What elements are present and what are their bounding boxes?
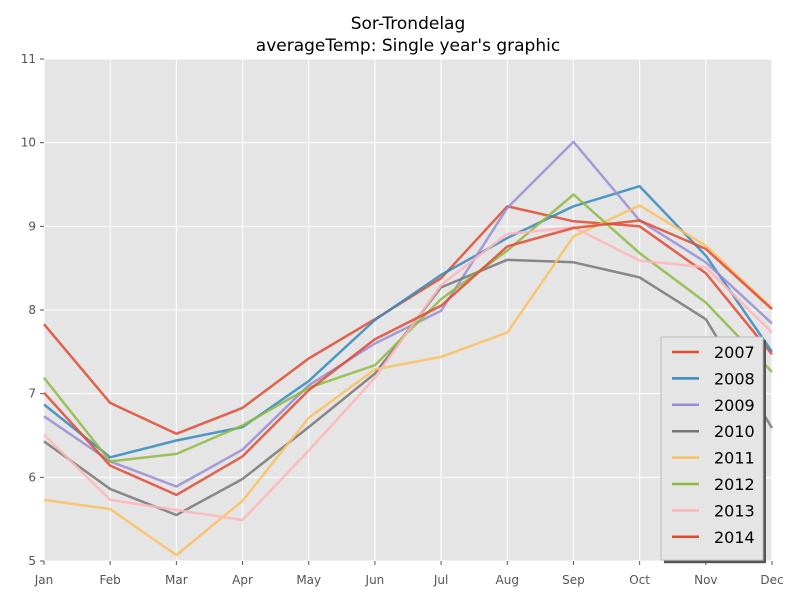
- y-tick-label: 11: [21, 52, 36, 66]
- y-tick-label: 5: [28, 554, 36, 568]
- y-tick-label: 7: [28, 387, 36, 401]
- series-line-2013: [43, 225, 773, 522]
- legend-label: 2008: [714, 369, 755, 388]
- legend: 2007 2008 2009 2010 2011 2012 2013 2014: [660, 336, 766, 564]
- legend-label: 2010: [714, 422, 755, 441]
- x-axis: Jan Feb Mar Apr May Jun Jul Aug Sep Oct Nov Dec: [34, 561, 784, 587]
- legend-label: 2009: [714, 396, 755, 415]
- x-tick-label: Feb: [100, 573, 121, 587]
- y-tick-label: 10: [21, 136, 36, 150]
- series-line-2008: [43, 184, 774, 459]
- x-tick-label: Dec: [760, 573, 783, 587]
- x-tick-label: Aug: [496, 573, 519, 587]
- legend-label: 2007: [714, 343, 755, 362]
- x-tick-label: May: [296, 573, 321, 587]
- x-tick-label: Jun: [365, 573, 385, 587]
- y-axis: 5 6 7 8 9 10 11: [21, 52, 44, 568]
- legend-label: 2014: [714, 528, 755, 547]
- x-tick-label: Nov: [694, 573, 717, 587]
- y-tick-label: 9: [28, 219, 36, 233]
- series-line-2009: [43, 140, 773, 488]
- y-tick-label: 8: [28, 303, 36, 317]
- series-lines: [43, 140, 774, 557]
- x-tick-label: Oct: [629, 573, 650, 587]
- chart-subtitle: averageTemp: Single year's graphic: [256, 36, 560, 56]
- y-tick-label: 6: [28, 470, 36, 484]
- x-tick-label: Mar: [165, 573, 188, 587]
- series-line-2014: [43, 219, 773, 497]
- legend-box: [660, 336, 764, 561]
- legend-label: 2011: [714, 449, 755, 468]
- legend-label: 2012: [714, 475, 755, 494]
- legend-label: 2013: [714, 501, 755, 520]
- x-tick-label: Jan: [34, 573, 54, 587]
- x-tick-label: Jul: [433, 573, 448, 587]
- series-line-2011: [43, 204, 773, 557]
- chart-title: Sor-Trondelag: [351, 14, 466, 34]
- x-tick-label: Apr: [232, 573, 253, 587]
- x-tick-label: Sep: [562, 573, 585, 587]
